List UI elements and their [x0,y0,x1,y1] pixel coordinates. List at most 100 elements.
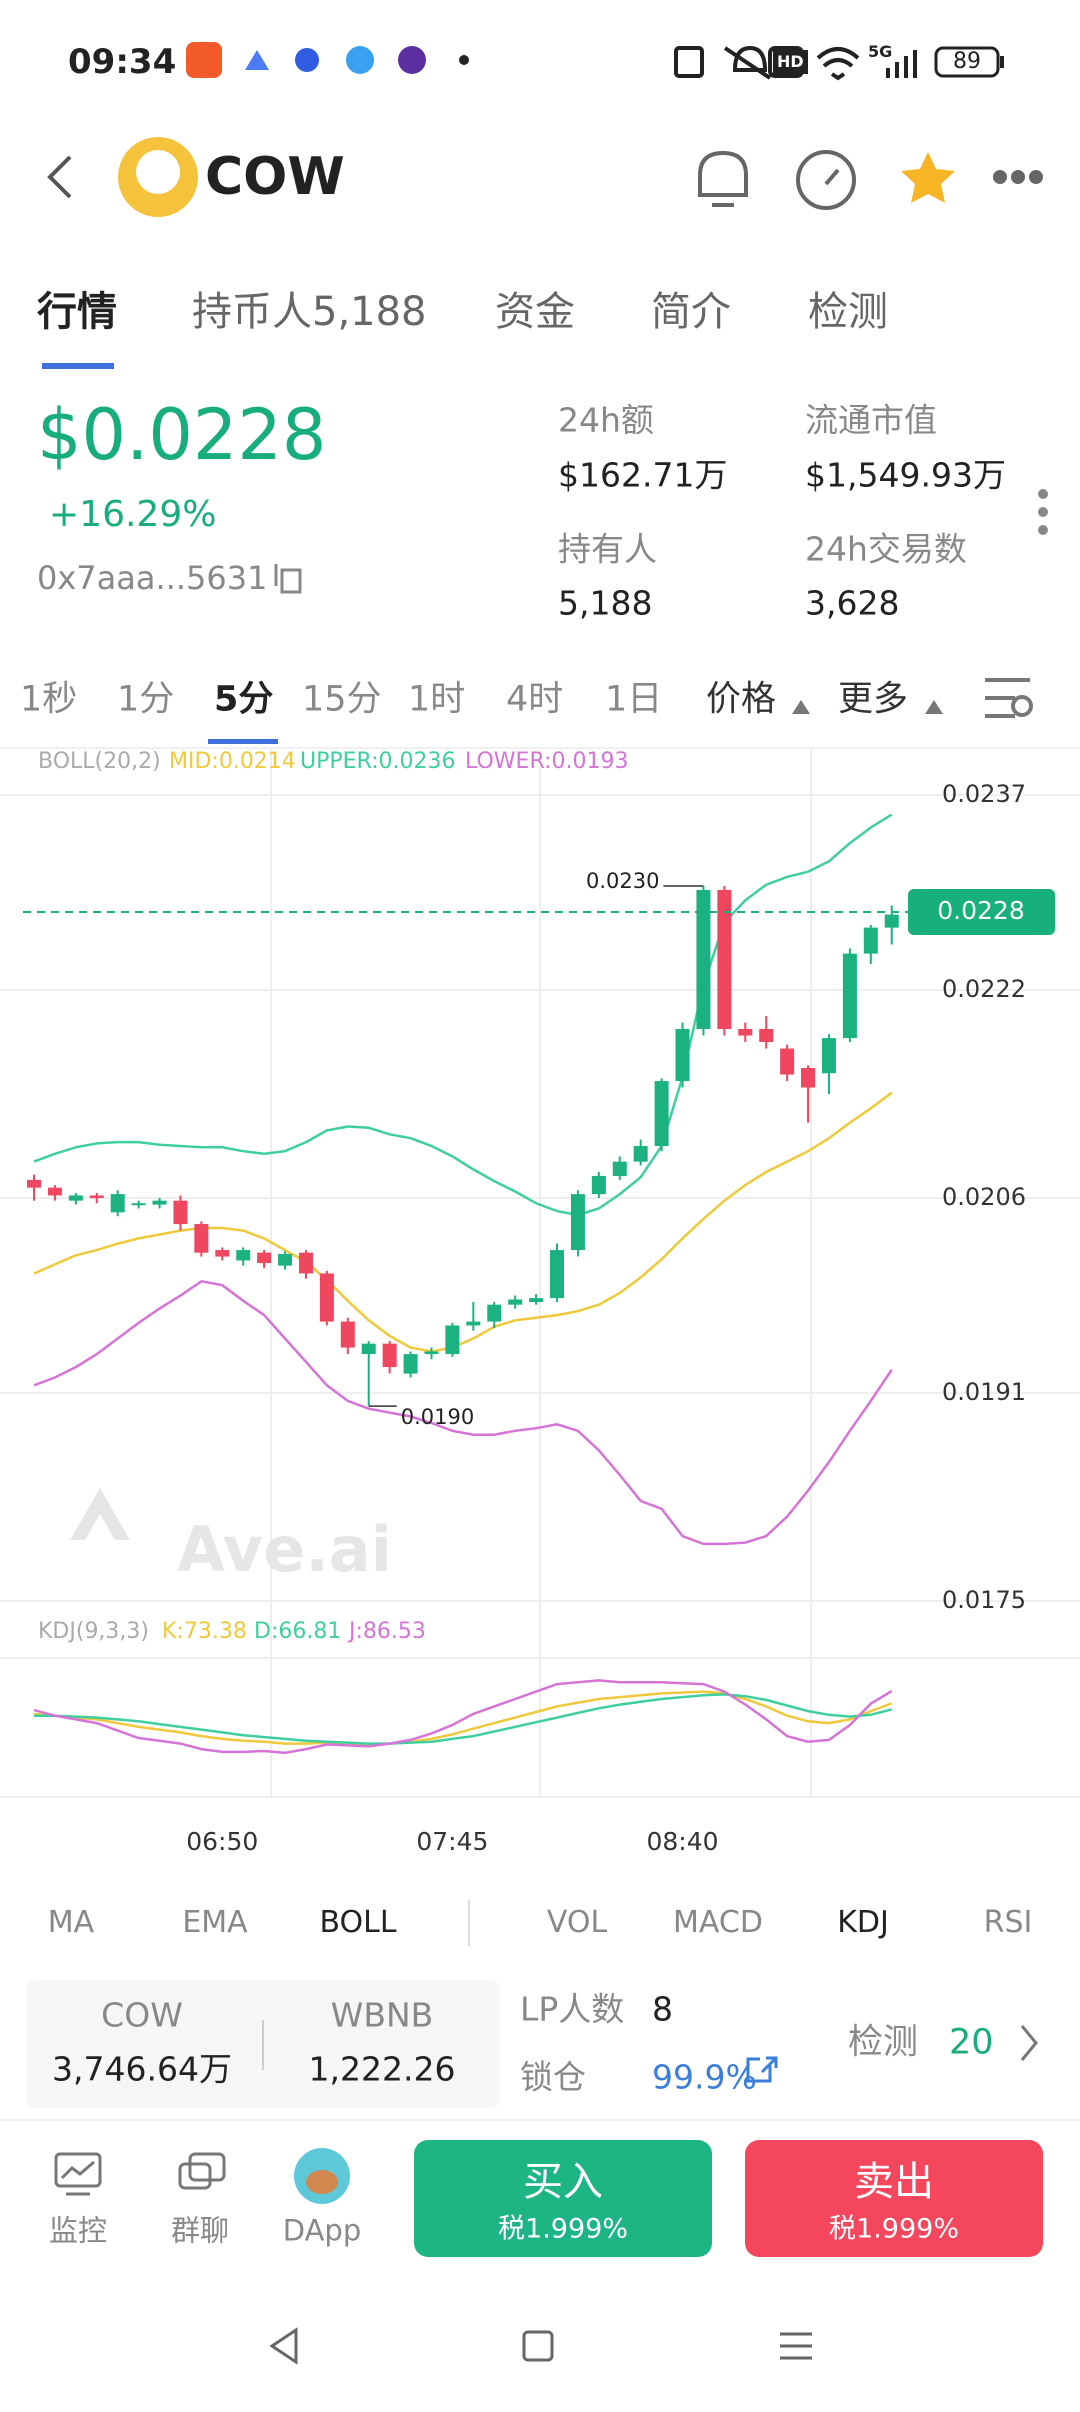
nav-label[interactable]: DApp [282,2213,362,2248]
buy-tax[interactable]: 税1.999% [498,2213,628,2245]
x-tick-label: 06:50 [186,1827,258,1856]
candle-body [298,1252,313,1274]
last-price-label: 0.0228 [937,896,1024,925]
lp-label: LP人数 [520,1989,625,2029]
high-label: 0.0230 [586,869,659,893]
nav-label[interactable]: 群聊 [170,2213,230,2248]
header-actions[interactable] [698,150,1043,210]
kdj-label: KDJ(9,3,3) [38,1619,149,1644]
tab-underline [42,363,114,369]
kdj-legend: D:66.81 [254,1619,341,1644]
buy-label[interactable]: 买入 [523,2159,603,2205]
price: $0.0228 [37,394,327,476]
candle-body [821,1038,836,1074]
candle-body [319,1273,334,1322]
interval[interactable]: 5分 [214,679,274,720]
candle-body [633,1146,648,1162]
notification-icons [186,42,469,78]
tab[interactable]: 持币人5,188 [192,289,427,335]
kdj-legend: J:86.53 [347,1619,426,1644]
candle-body [591,1175,606,1195]
interval[interactable]: 1时 [408,679,466,720]
interval[interactable]: 15分 [302,679,382,720]
sell-button[interactable] [745,2140,1043,2257]
candle-body [717,889,732,1030]
x-tick-label: 07:45 [416,1827,488,1856]
favorite-star[interactable] [901,152,955,203]
stat-label: 持有人 [558,529,657,569]
y-tick-label: 0.0222 [942,975,1026,1003]
watermark-logo [70,1488,130,1540]
kdj-line [33,1679,893,1755]
stat-value: $162.71万 [558,455,728,495]
indicator-tab[interactable]: MA [47,1905,95,1940]
candle-body [550,1250,564,1299]
tab[interactable]: 行情 [37,289,117,335]
nav-label[interactable]: 监控 [48,2213,108,2248]
watermark: Ave.ai [177,1513,392,1586]
pool-token: COW [101,1995,183,2035]
boll-line [33,1091,893,1353]
candle-body [780,1048,795,1075]
chevron[interactable] [1020,2025,1038,2061]
candle-body [884,914,899,928]
last-price-tag [908,889,1055,936]
stat-value: 5,188 [558,583,653,623]
pool-amount: 3,746.64万 [52,2049,232,2089]
candle-body [403,1354,418,1374]
candle-body [508,1299,523,1305]
interval[interactable]: 4时 [506,679,564,720]
copy-icon[interactable] [274,564,302,594]
boll-line [33,813,893,1217]
candle-body [257,1252,272,1264]
candle-body [236,1250,251,1261]
pool-amount: 1,222.26 [308,2049,456,2089]
y-tick-label: 0.0206 [942,1183,1026,1211]
menu-arrows [792,700,943,714]
candle-body [110,1194,125,1213]
indicator-tab[interactable]: KDJ [837,1905,889,1940]
candle-body [759,1029,774,1043]
indicator-tab[interactable]: MACD [673,1905,763,1940]
candle-body [89,1195,104,1199]
candle-body [863,927,878,954]
battery-tip [1000,56,1004,68]
back-button[interactable] [47,155,72,199]
settings-icon[interactable] [985,678,1030,718]
candle-body [173,1200,188,1225]
indicator-tab[interactable]: BOLL [319,1905,397,1940]
price-menu[interactable]: 价格 [706,679,777,720]
nav-icons[interactable] [54,2152,226,2196]
sell-tax[interactable]: 税1.999% [829,2213,959,2245]
indicator-tab[interactable]: RSI [983,1905,1033,1940]
lock-label: 锁仓 [520,2057,586,2097]
check-label[interactable]: 检测 [848,2022,919,2063]
sell-label[interactable]: 卖出 [854,2159,934,2205]
buy-button[interactable] [414,2140,712,2257]
tab[interactable]: 资金 [495,289,575,335]
stat-label: 24h额 [558,400,654,440]
pool-token: WBNB [330,1995,434,2035]
price-change: +16.29% [49,494,217,535]
status-time: 09:34 [68,42,177,82]
check-count[interactable]: 20 [949,2022,994,2063]
indicator-tab[interactable]: VOL [546,1905,608,1940]
candle-body [131,1203,146,1206]
candle-body [529,1298,544,1303]
system-nav[interactable] [269,2327,812,2365]
candle-body [654,1081,669,1147]
candle-body [382,1343,397,1368]
tab[interactable]: 简介 [651,289,731,335]
external-link-icon[interactable] [746,2056,778,2083]
stat-label: 24h交易数 [805,529,967,569]
tab[interactable]: 检测 [808,289,888,335]
interval[interactable]: 1秒 [20,679,78,720]
more-dots[interactable] [1038,489,1048,535]
interval[interactable]: 1日 [605,679,663,720]
indicator-tab[interactable]: EMA [182,1905,248,1940]
more-menu[interactable]: 更多 [838,679,909,720]
interval[interactable]: 1分 [117,679,175,720]
candle-body [801,1068,816,1088]
candle-body [27,1179,41,1188]
